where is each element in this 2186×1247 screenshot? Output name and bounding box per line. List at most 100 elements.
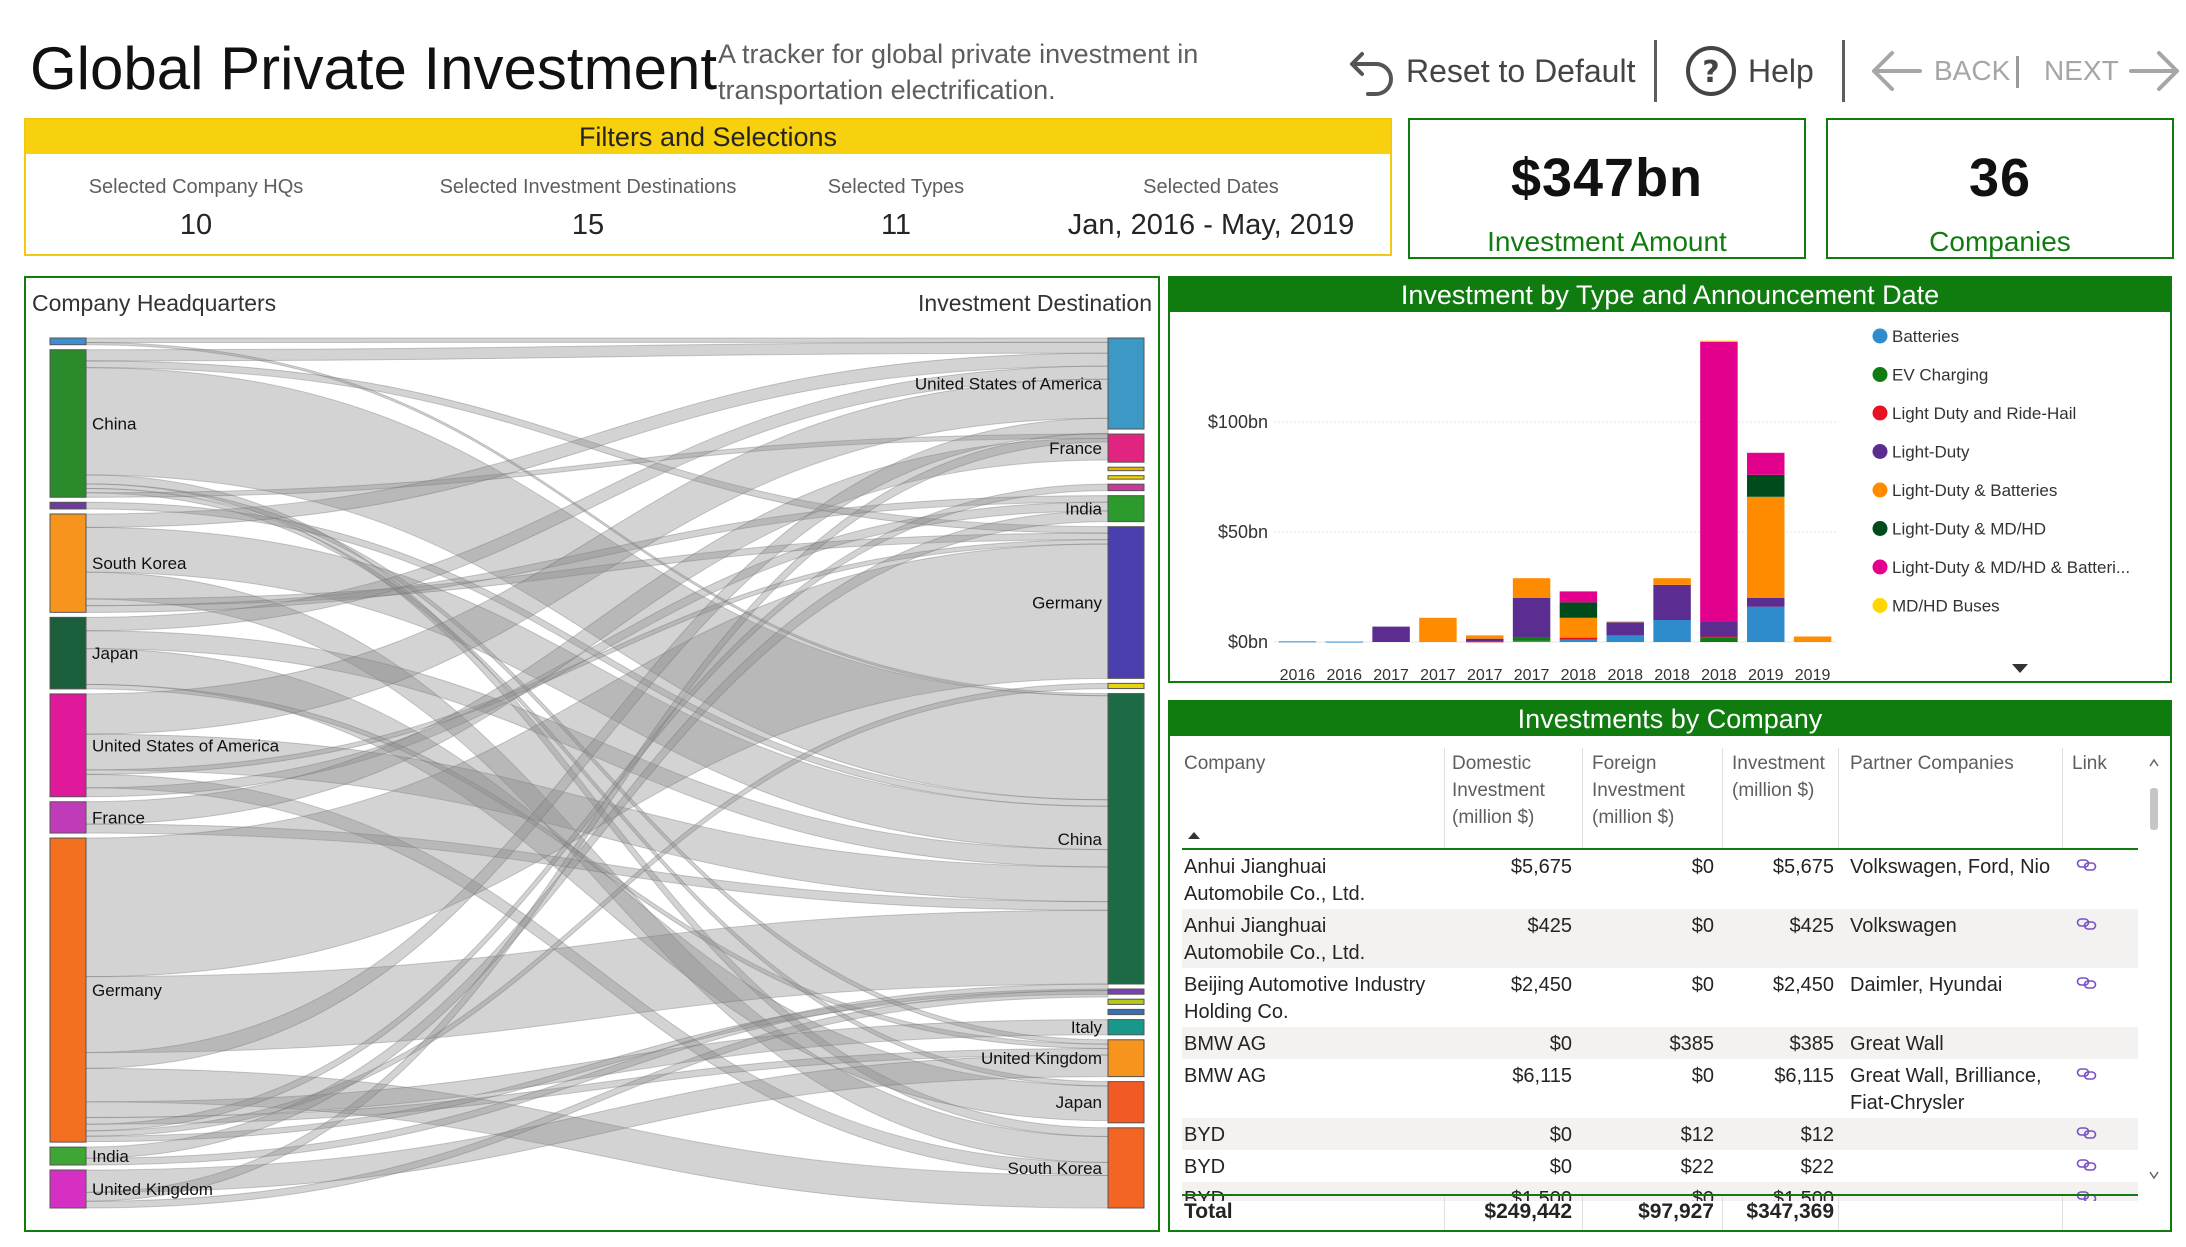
next-button[interactable]: NEXT (2044, 40, 2183, 102)
bar-segment[interactable] (1559, 639, 1598, 642)
sankey-target-node[interactable] (1107, 1008, 1145, 1016)
sankey-source-node[interactable] (49, 513, 87, 613)
bar-segment[interactable] (1559, 637, 1598, 640)
sankey-target-node[interactable] (1107, 988, 1145, 995)
bar-segment[interactable] (1606, 621, 1644, 623)
legend-marker[interactable] (1872, 598, 1888, 613)
legend-marker[interactable] (1872, 405, 1888, 421)
legend-label[interactable]: Light Duty and Ride-Hail (1892, 404, 2076, 423)
bar-segment[interactable] (1700, 637, 1738, 642)
column-header[interactable]: Link (2072, 750, 2107, 777)
bar-segment[interactable] (1700, 636, 1738, 638)
reset-to-default-button[interactable]: Reset to Default (1348, 40, 1635, 102)
column-header[interactable]: Investment (million $) (1732, 750, 1825, 804)
legend-label[interactable]: Light-Duty & Batteries (1892, 481, 2057, 500)
bar-segment[interactable] (1559, 617, 1598, 638)
bar-segment[interactable] (1325, 641, 1363, 643)
bar-segment[interactable] (1747, 474, 1785, 497)
sankey-target-node[interactable] (1107, 1081, 1145, 1124)
legend-marker[interactable] (1872, 521, 1888, 536)
bar-segment[interactable] (1512, 637, 1551, 641)
bar-segment[interactable] (1653, 578, 1691, 585)
link-icon[interactable] (2076, 858, 2098, 872)
table-row[interactable]: BYD $1,500 $0 $1,500 (1182, 1182, 2138, 1201)
legend-label[interactable]: Light-Duty & MD/HD & Batteri... (1892, 558, 2130, 577)
column-header[interactable]: Company (1184, 750, 1265, 777)
sankey-target-node[interactable] (1107, 526, 1145, 679)
sankey-target-node[interactable] (1107, 682, 1145, 690)
sankey-source-node[interactable] (49, 837, 87, 1143)
legend-marker[interactable] (1872, 482, 1888, 498)
sankey-link[interactable] (85, 909, 1109, 1054)
legend-marker[interactable] (1872, 559, 1888, 575)
table-row[interactable]: Anhui Jianghuai Automobile Co., Ltd. $425 $… (1182, 909, 2138, 968)
table-row[interactable]: BMW AG $6,115 $0 $6,115 Great Wall, Brillian… (1182, 1059, 2138, 1118)
legend-marker[interactable] (1872, 444, 1888, 459)
sankey-target-node[interactable] (1107, 495, 1145, 523)
bar-segment[interactable] (1512, 640, 1551, 642)
table-row[interactable]: BMW AG $0 $385 $385 Great Wall (1182, 1027, 2138, 1059)
bar-segment[interactable] (1747, 452, 1785, 475)
sankey-link[interactable] (85, 417, 1109, 1069)
sankey-target-node[interactable] (1107, 475, 1145, 480)
bar-segment[interactable] (1466, 641, 1504, 643)
sankey-chart[interactable]: China South Korea Japan United States of Am… (26, 278, 1158, 1230)
legend-scroll-down-icon[interactable] (2012, 664, 2028, 673)
sankey-link[interactable] (85, 341, 1109, 362)
back-button[interactable]: BACK (1868, 40, 2010, 102)
bar-segment[interactable] (1793, 636, 1832, 643)
sort-ascending-icon[interactable] (1188, 832, 1200, 839)
bar-segment[interactable] (1466, 638, 1504, 642)
column-header[interactable]: Foreign Investment (million $) (1592, 750, 1685, 831)
sankey-target-node[interactable] (1107, 337, 1145, 430)
sankey-target-node[interactable] (1107, 1039, 1145, 1078)
bar-segment[interactable] (1747, 598, 1785, 607)
sankey-link[interactable] (85, 337, 1109, 343)
table-row[interactable]: Anhui Jianghuai Automobile Co., Ltd. $5,67… (1182, 850, 2138, 909)
legend-label[interactable]: Light-Duty (1892, 443, 1970, 462)
sankey-target-node[interactable] (1107, 693, 1145, 985)
bar-segment[interactable] (1606, 622, 1644, 636)
table-row[interactable]: Beijing Automotive Industry Holding Co. $2… (1182, 968, 2138, 1027)
link-icon[interactable] (2076, 976, 2098, 990)
sankey-target-node[interactable] (1107, 998, 1145, 1005)
bar-segment[interactable] (1372, 626, 1410, 642)
bar-segment[interactable] (1559, 591, 1598, 603)
sankey-source-node[interactable] (49, 501, 87, 510)
link-icon[interactable] (2076, 1158, 2098, 1172)
sankey-source-node[interactable] (49, 1146, 87, 1166)
column-header[interactable]: Partner Companies (1850, 750, 2014, 777)
company-hq-filter[interactable]: Selected Company HQs 10 (46, 176, 346, 242)
bar-segment[interactable] (1419, 617, 1457, 642)
bar-segment[interactable] (1512, 578, 1551, 598)
sankey-source-node[interactable] (49, 1169, 87, 1209)
legend-label[interactable]: Batteries (1892, 327, 1959, 346)
bar-segment[interactable] (1747, 606, 1785, 642)
bar-segment[interactable] (1559, 602, 1598, 618)
sankey-target-node[interactable] (1107, 1019, 1145, 1036)
legend-marker[interactable] (1872, 328, 1888, 344)
sankey-target-node[interactable] (1107, 466, 1145, 472)
table-row[interactable]: BYD $0 $22 $22 (1182, 1150, 2138, 1182)
destination-filter[interactable]: Selected Investment Destinations 15 (398, 176, 778, 242)
help-button[interactable]: ? Help (1684, 40, 1814, 102)
sankey-link[interactable] (85, 990, 1109, 1209)
sankey-source-node[interactable] (49, 693, 87, 798)
dates-filter[interactable]: Selected Dates Jan, 2016 - May, 2019 (1056, 176, 1366, 242)
sankey-source-node[interactable] (49, 616, 87, 690)
bar-segment[interactable] (1278, 641, 1317, 643)
link-icon[interactable] (2076, 1126, 2098, 1140)
stacked-bar-chart[interactable]: $0bn$50bn$100bn2016Qtr 22016Qtr 42017Qtr… (1170, 312, 2170, 681)
legend-label[interactable]: MD/HD Buses (1892, 597, 2000, 616)
bar-segment[interactable] (1700, 340, 1738, 342)
legend-label[interactable]: EV Charging (1892, 366, 1988, 385)
sankey-source-node[interactable] (49, 801, 87, 834)
bar-segment[interactable] (1512, 598, 1551, 638)
bar-segment[interactable] (1606, 635, 1644, 642)
bar-segment[interactable] (1700, 341, 1738, 622)
link-icon[interactable] (2076, 1067, 2098, 1081)
table-body[interactable]: Anhui Jianghuai Automobile Co., Ltd. $5,67… (1182, 850, 2138, 1201)
legend-marker[interactable] (1872, 367, 1888, 382)
sankey-target-node[interactable] (1107, 483, 1145, 492)
legend-label[interactable]: Light-Duty & MD/HD (1892, 520, 2046, 539)
